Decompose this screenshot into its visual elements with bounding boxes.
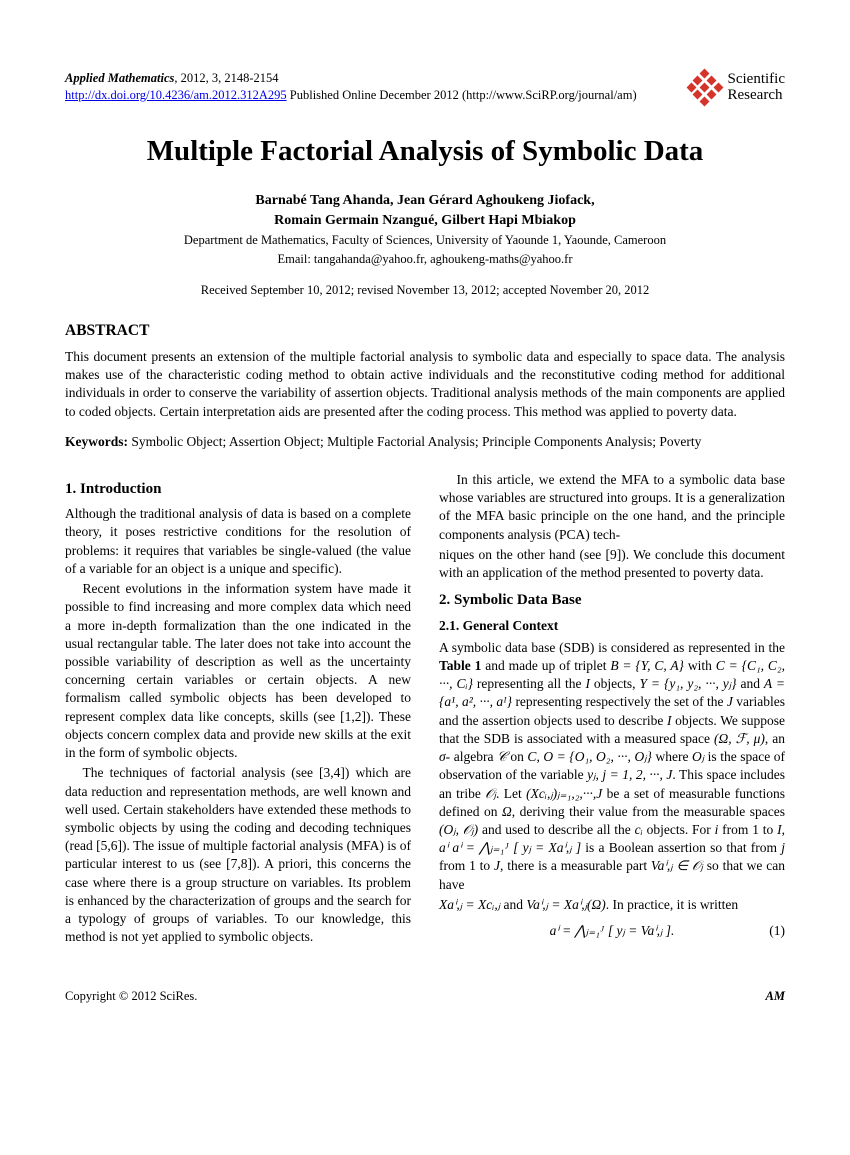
publisher-logo: Scientific Research (688, 70, 785, 104)
authors: Barnabé Tang Ahanda, Jean Gérard Aghouke… (65, 191, 785, 230)
section-2-heading: 2. Symbolic Data Base (439, 590, 785, 610)
para-1: Although the traditional analysis of dat… (65, 505, 411, 578)
para-2: Recent evolutions in the information sys… (65, 580, 411, 762)
para-5: niques on the other hand (see [9]). We c… (439, 546, 785, 582)
paper-title: Multiple Factorial Analysis of Symbolic … (65, 132, 785, 171)
para-3: The techniques of factorial analysis (se… (65, 764, 411, 946)
journal-info: Applied Mathematics, 2012, 3, 2148-2154 … (65, 70, 637, 104)
header: Applied Mathematics, 2012, 3, 2148-2154 … (65, 70, 785, 104)
para-8: Xaⁱ,ⱼ = Xcᵢ,ⱼ and Vaⁱ,ⱼ = Xaⁱ,ⱼ(Ω). In p… (439, 896, 785, 914)
logo-line1: Scientific (728, 71, 785, 88)
equation-1-number: (1) (769, 922, 785, 940)
journal-name: Applied Mathematics (65, 71, 174, 85)
body-columns: 1. Introduction Although the traditional… (65, 471, 785, 948)
keywords: Keywords: Symbolic Object; Assertion Obj… (65, 433, 785, 451)
email: Email: tangahanda@yahoo.fr, aghoukeng-ma… (65, 251, 785, 268)
logo-line2: Research (728, 87, 785, 104)
footer-left: Copyright © 2012 SciRes. (65, 988, 197, 1005)
affiliation: Department de Mathematics, Faculty of Sc… (65, 232, 785, 249)
doi-suffix: Published Online December 2012 (http://w… (287, 88, 637, 102)
para-6: A symbolic data base (SDB) is considered… (439, 639, 785, 894)
journal-meta: , 2012, 3, 2148-2154 (174, 71, 278, 85)
logo-text: Scientific Research (728, 71, 785, 104)
abstract-heading: ABSTRACT (65, 321, 785, 342)
dates: Received September 10, 2012; revised Nov… (65, 282, 785, 299)
keywords-text: Symbolic Object; Assertion Object; Multi… (128, 434, 701, 449)
logo-icon (688, 70, 722, 104)
authors-line2: Romain Germain Nzangué, Gilbert Hapi Mbi… (65, 211, 785, 231)
doi-link[interactable]: http://dx.doi.org/10.4236/am.2012.312A29… (65, 88, 287, 102)
footer-right: AM (766, 988, 785, 1005)
section-2-1-heading: 2.1. General Context (439, 617, 785, 635)
para-4: In this article, we extend the MFA to a … (439, 471, 785, 544)
footer: Copyright © 2012 SciRes. AM (65, 988, 785, 1005)
keywords-label: Keywords: (65, 434, 128, 449)
section-1-heading: 1. Introduction (65, 479, 411, 499)
abstract-text: This document presents an extension of t… (65, 348, 785, 421)
equation-1: aⁱ = ⋀ⱼ₌₁ᴶ [ yⱼ = Vaⁱ,ⱼ ]. (1) (439, 922, 785, 940)
authors-line1: Barnabé Tang Ahanda, Jean Gérard Aghouke… (65, 191, 785, 211)
